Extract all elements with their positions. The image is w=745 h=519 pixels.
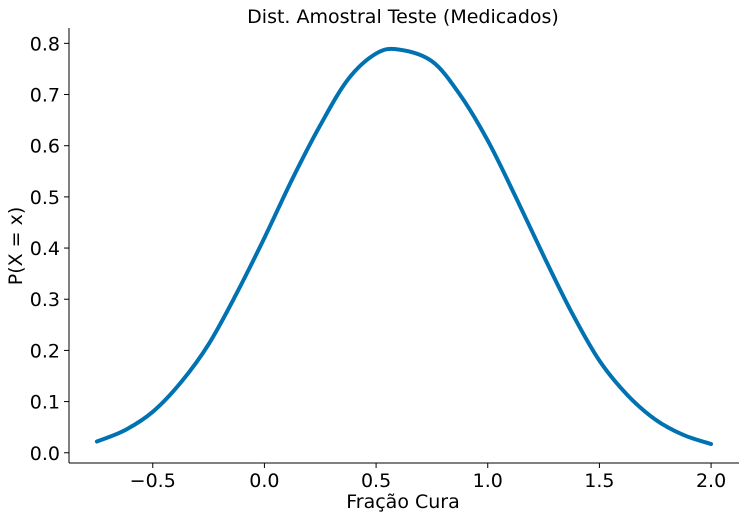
y-tick-label: 0.4 <box>30 238 60 260</box>
x-axis-label: Fração Cura <box>346 491 460 513</box>
x-tick-label: 1.5 <box>584 470 614 492</box>
y-tick-label: 0.2 <box>30 340 60 362</box>
y-tick-label: 0.5 <box>30 187 60 209</box>
y-tick-label: 0.6 <box>30 136 60 158</box>
y-tick-label: 0.3 <box>30 289 60 311</box>
x-tick-label: 0.5 <box>361 470 391 492</box>
y-tick-label: 0.0 <box>30 443 60 465</box>
x-tick-label: −0.5 <box>130 470 176 492</box>
x-axis-ticks: −0.5 0.0 0.5 1.0 1.5 2.0 <box>130 463 726 492</box>
x-tick-label: 0.0 <box>249 470 279 492</box>
y-axis-label: P(X = x) <box>5 207 27 286</box>
y-tick-label: 0.1 <box>30 392 60 414</box>
chart-title: Dist. Amostral Teste (Medicados) <box>247 6 559 28</box>
series-line <box>94 46 714 447</box>
y-tick-label: 0.7 <box>30 85 60 107</box>
x-tick-label: 2.0 <box>696 470 726 492</box>
y-tick-label: 0.8 <box>30 33 60 55</box>
plot-lines <box>94 46 714 447</box>
x-tick-label: 1.0 <box>473 470 503 492</box>
y-axis-ticks: 0.0 0.1 0.2 0.3 0.4 0.5 0.6 0.7 0.8 <box>30 33 69 465</box>
